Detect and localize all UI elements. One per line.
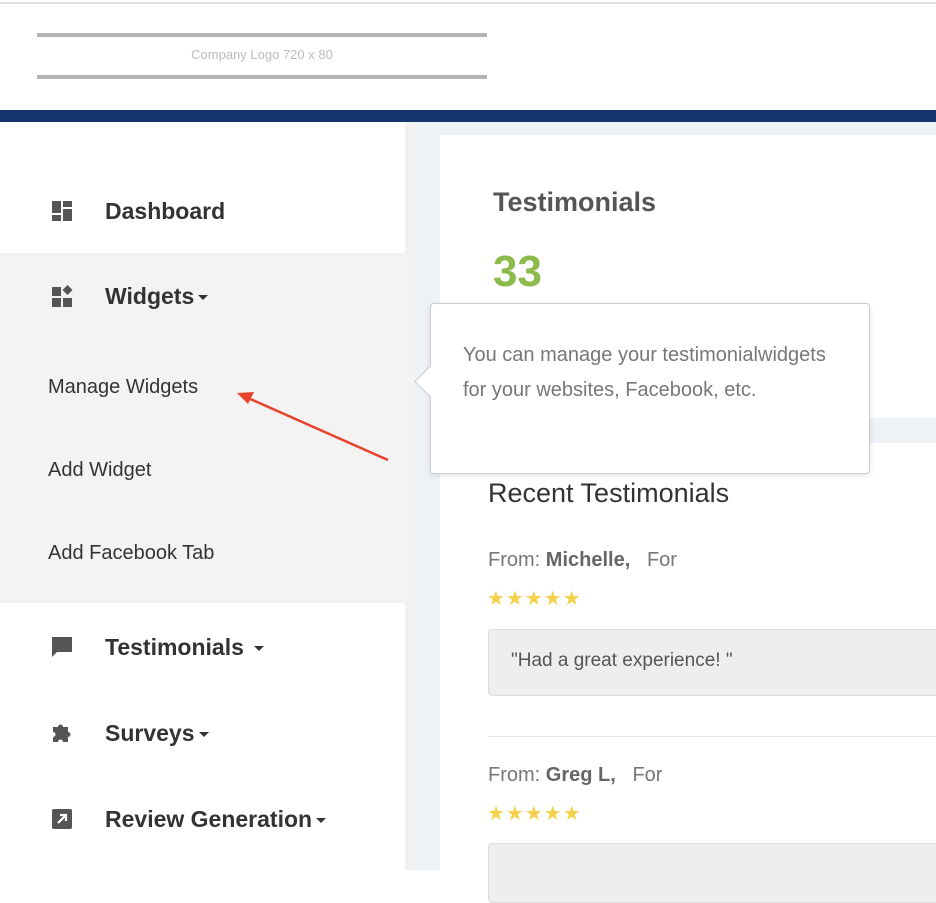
caret-down-icon xyxy=(198,294,209,300)
chat-icon xyxy=(52,637,72,657)
sidebar-item-review-generation[interactable]: Review Generation xyxy=(0,804,405,834)
sidebar-item-widgets[interactable]: Widgets xyxy=(0,281,405,311)
caret-down-icon xyxy=(316,817,327,823)
widgets-icon xyxy=(52,285,73,307)
star-rating: ★★★★★ xyxy=(487,588,582,610)
sidebar-item-label: Testimonials xyxy=(105,633,244,660)
sidebar-item-dashboard[interactable]: Dashboard xyxy=(0,196,405,226)
stat-count: 33 xyxy=(493,247,542,296)
sidebar-subitem-add-facebook-tab[interactable]: Add Facebook Tab xyxy=(48,542,215,564)
caret-down-icon xyxy=(198,731,209,737)
testimonial-quote: "Had a great experience! " xyxy=(488,629,936,696)
tooltip: You can manage your testimonialwidgets f… xyxy=(430,303,870,474)
sidebar-item-label: Review Generation xyxy=(105,805,313,832)
external-link-icon xyxy=(52,809,72,829)
puzzle-icon xyxy=(53,724,71,742)
logo-text: Company Logo 720 x 80 xyxy=(191,47,333,62)
testimonial-from: From: Greg L, For xyxy=(488,764,663,786)
divider xyxy=(488,736,936,737)
sidebar-item-label: Surveys xyxy=(105,719,195,746)
annotation-arrow xyxy=(237,392,389,462)
dashboard-icon xyxy=(52,201,72,221)
recent-title: Recent Testimonials xyxy=(488,478,730,508)
company-logo[interactable]: Company Logo 720 x 80 xyxy=(37,33,487,79)
widgets-group xyxy=(0,253,415,603)
sidebar-item-label: Widgets xyxy=(105,282,195,309)
sidebar-item-label: Dashboard xyxy=(105,197,226,224)
tooltip-text: You can manage your testimonialwidgets f… xyxy=(463,344,826,401)
star-rating: ★★★★★ xyxy=(487,803,582,825)
stat-title: Testimonials xyxy=(493,187,657,217)
sidebar-item-testimonials[interactable]: Testimonials xyxy=(0,632,405,662)
top-border xyxy=(0,2,936,4)
sidebar-subitem-add-widget[interactable]: Add Widget xyxy=(48,459,152,481)
sidebar-item-surveys[interactable]: Surveys xyxy=(0,718,405,748)
caret-down-icon xyxy=(254,645,265,651)
header-bar xyxy=(0,110,936,122)
sidebar-subitem-manage-widgets[interactable]: Manage Widgets xyxy=(48,376,199,398)
testimonial-from: From: Michelle, For xyxy=(488,549,677,571)
